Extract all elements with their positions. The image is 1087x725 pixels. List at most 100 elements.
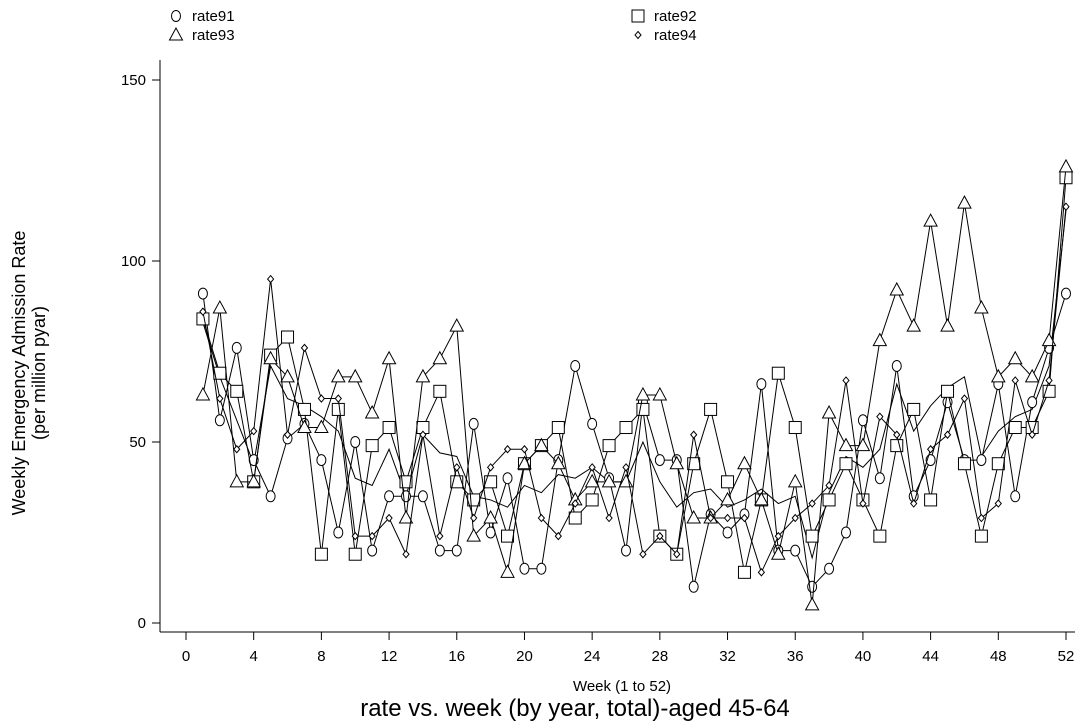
data-point-rate91 [824,562,835,575]
data-point-rate92 [771,366,785,380]
x-tick-label: 36 [787,648,804,665]
plot-area [195,158,1074,611]
data-point-rate93 [872,332,888,347]
data-point-rate94 [520,444,529,454]
data-point-rate94 [1045,376,1053,385]
data-point-rate92 [974,529,988,543]
x-tick-label: 4 [250,648,258,665]
data-point-rate94 [977,513,986,523]
data-point-rate94 [385,513,393,523]
data-point-rate93 [280,368,295,383]
data-point-rate92 [839,457,853,471]
series-rate94 [199,202,1070,577]
data-point-rate93 [212,300,228,314]
data-point-rate93 [957,195,972,209]
data-point-rate94 [622,463,630,472]
data-point-rate92 [957,457,971,471]
y-axis-title-line1: Weekly Emergency Admission Rate [9,231,29,516]
data-point-rate93 [534,437,549,452]
data-point-rate91 [316,454,327,467]
x-tick-label: 44 [922,648,939,665]
data-point-rate92 [365,439,379,453]
data-point-rate94 [436,531,444,541]
legend-marker-rate93 [168,26,184,41]
data-point-rate93 [990,368,1006,383]
data-point-rate94 [859,499,867,508]
data-point-rate94 [351,531,359,541]
data-point-rate92 [281,330,295,344]
data-point-rate93 [297,419,312,434]
axes [159,60,1075,633]
data-point-rate91 [688,580,699,593]
data-point-rate92 [501,529,515,543]
data-point-rate94 [1011,376,1019,385]
data-point-rate94 [300,343,309,353]
data-point-rate91 [502,472,513,485]
data-point-rate92 [433,384,447,398]
data-point-rate93 [381,350,397,365]
data-point-rate93 [821,404,837,419]
y-tick-label: 150 [121,72,146,89]
data-point-rate93 [550,455,566,470]
x-tick-label: 8 [317,648,325,665]
data-point-rate91 [451,544,462,557]
data-point-rate92 [348,547,362,561]
data-point-rate93 [483,509,498,524]
data-point-rate94 [537,513,546,523]
data-point-rate91 [367,544,378,557]
legend: rate91 rate92 rate93 rate94 [168,8,697,44]
legend-marker-rate94 [634,30,642,40]
data-point-rate92 [721,475,735,489]
data-point-rate93 [804,596,820,611]
x-tick-label: 20 [516,648,533,665]
series-line-rate93 [202,166,1067,605]
data-point-rate92 [484,475,498,489]
data-point-rate94 [723,513,732,523]
data-point-rate94 [605,513,613,523]
data-point-rate91 [197,287,208,300]
data-point-rate91 [790,544,801,557]
data-point-rate93 [652,386,668,401]
data-point-rate92 [907,402,921,416]
data-point-rate92 [873,529,887,543]
data-point-rate92 [991,457,1005,471]
data-point-rate94 [588,463,596,472]
x-ticks: 0 4 8 12 16 20 24 28 32 36 40 44 48 52 [182,632,1075,665]
data-point-rate93 [314,419,329,434]
data-point-rate92 [399,475,413,489]
legend-label-rate94: rate94 [654,27,697,44]
data-point-rate91 [874,472,885,485]
data-point-rate93 [974,300,989,314]
data-point-rate93 [466,528,482,542]
data-point-rate91 [722,526,733,539]
data-point-rate93 [635,386,651,401]
legend-label-rate91: rate91 [192,8,235,25]
data-point-rate93 [229,473,245,488]
data-point-rate94 [656,531,664,541]
series-line-rate91 [202,293,1067,588]
data-point-rate91 [536,562,547,575]
data-point-rate91 [1061,287,1071,300]
data-point-rate93 [432,350,448,365]
data-point-rate93 [246,473,262,488]
data-point-rate92 [737,565,751,579]
y-tick-label: 100 [121,253,146,270]
data-point-rate91 [1010,490,1021,503]
data-point-rate94 [250,426,258,436]
data-point-rate91 [350,436,361,448]
legend-marker-rate91 [171,10,181,22]
data-point-rate94 [470,513,478,523]
data-point-rate92 [230,384,244,398]
data-point-rate92 [636,402,650,416]
data-point-rate92 [382,421,396,435]
x-tick-label: 52 [1058,648,1075,665]
data-point-rate92 [602,439,616,453]
data-point-rate93 [1058,158,1074,173]
data-point-rate93 [770,546,786,560]
data-point-rate93 [754,491,769,506]
data-point-rate93 [906,318,922,332]
x-tick-label: 24 [584,648,601,665]
data-point-rate93 [195,386,211,401]
series-line-rate92 [202,177,1067,573]
series-rate93 [195,158,1074,611]
